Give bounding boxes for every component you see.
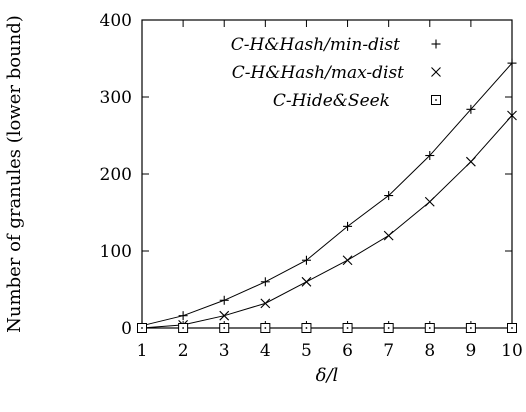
y-tick-label: 100 — [100, 242, 132, 262]
series-2-point — [507, 110, 517, 121]
marker-b — [424, 196, 435, 207]
x-tick-label: 7 — [383, 341, 394, 361]
series-3-point — [507, 323, 517, 333]
series-1-point — [178, 311, 188, 321]
series-1-line — [141, 62, 513, 327]
marker-dot — [305, 327, 308, 329]
series-1-point — [466, 104, 476, 114]
marker-dot — [141, 327, 143, 329]
legend-label: C-Hide&Seek — [273, 91, 390, 111]
marker-b — [301, 276, 312, 287]
legend: C-H&Hash/min-dist C-H&Hash/max-dist C-Hide… — [231, 35, 441, 111]
series-2-point — [465, 156, 476, 167]
x-tick-label: 2 — [178, 341, 189, 361]
y-axis-label: Number of granules (lower bound) — [4, 15, 25, 333]
marker-b — [260, 298, 271, 309]
legend-marker — [431, 95, 441, 105]
x-tick-label: 5 — [301, 341, 312, 361]
marker-dot — [511, 327, 513, 329]
x-tick-label: 9 — [465, 341, 476, 361]
y-tick-label: 200 — [100, 165, 132, 185]
series-3-point — [424, 323, 435, 333]
x-tick-label: 10 — [501, 341, 523, 361]
series-2-point — [342, 255, 353, 266]
series-2-point — [260, 298, 271, 309]
series-2-point — [383, 230, 394, 241]
marker-dot — [223, 327, 226, 329]
series-1-point — [425, 151, 435, 161]
series-3-point — [342, 323, 353, 333]
series-1-point — [507, 58, 517, 68]
marker-b — [465, 156, 476, 167]
series-3-point — [219, 323, 230, 333]
series-1-point — [343, 221, 353, 231]
marker-dot — [346, 327, 349, 329]
series-3-point — [260, 323, 271, 333]
x-tick-label: 1 — [137, 341, 148, 361]
series-layer — [137, 58, 517, 333]
series-2-point — [219, 310, 230, 321]
x-axis: 1 2 3 4 5 6 7 8 9 10 — [137, 20, 523, 361]
marker-dot — [182, 327, 185, 329]
series-2-point — [424, 196, 435, 207]
legend-label: C-H&Hash/min-dist — [231, 35, 400, 55]
legend-item-3: C-Hide&Seek — [273, 91, 441, 111]
series-1-point — [384, 191, 394, 201]
series-2-point — [301, 276, 312, 287]
series-3 — [137, 323, 517, 333]
x-tick-label: 8 — [424, 341, 435, 361]
legend-sym-dot — [435, 99, 437, 101]
x-tick-label: 6 — [342, 341, 353, 361]
legend-item-2: C-H&Hash/max-dist — [232, 63, 441, 83]
marker-dot — [264, 327, 267, 329]
marker-b — [383, 230, 394, 241]
series-3-point — [465, 323, 476, 333]
series-1-point — [219, 295, 229, 305]
series-3-point — [178, 323, 189, 333]
y-axis: 0 100 200 300 400 — [100, 11, 512, 339]
marker-dot — [387, 327, 390, 329]
legend-marker — [431, 39, 441, 49]
y-tick-label: 300 — [100, 88, 132, 108]
x-tick-label: 3 — [219, 341, 230, 361]
series-2 — [137, 110, 517, 333]
series-1-point — [301, 255, 311, 265]
marker-b — [342, 255, 353, 266]
y-tick-label: 400 — [100, 11, 132, 31]
marker-b — [507, 110, 517, 121]
marker-dot — [428, 327, 431, 329]
legend-label: C-H&Hash/max-dist — [232, 63, 404, 83]
legend-marker — [431, 67, 441, 77]
marker-b — [219, 310, 230, 321]
series-1-point — [260, 277, 270, 287]
legend-item-1: C-H&Hash/min-dist — [231, 35, 441, 55]
marker-dot — [469, 327, 472, 329]
series-2-line — [141, 115, 513, 329]
x-tick-label: 4 — [260, 341, 271, 361]
series-3-point — [383, 323, 394, 333]
series-3-point — [137, 323, 147, 333]
x-axis-label: δ/l — [316, 365, 339, 386]
y-tick-label: 0 — [121, 319, 132, 339]
legend-sym-b — [431, 67, 441, 77]
series-3-point — [301, 323, 312, 333]
